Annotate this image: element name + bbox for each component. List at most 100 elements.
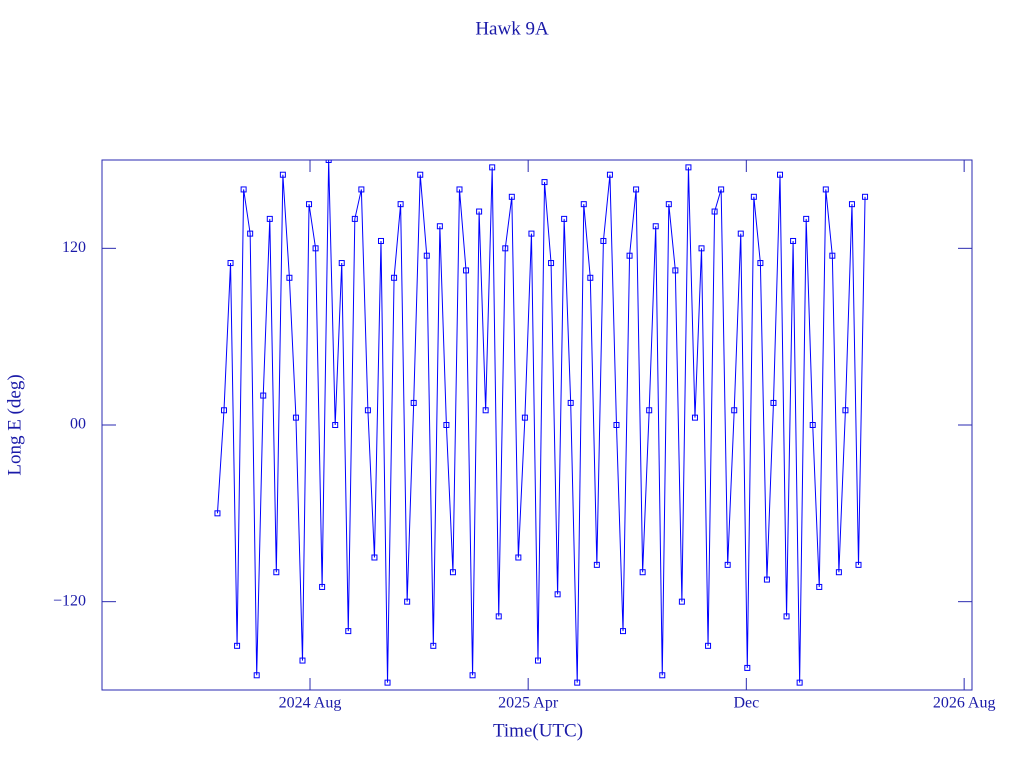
data-point: [777, 171, 784, 178]
data-point: [639, 569, 646, 576]
data-point: [469, 672, 476, 679]
data-point: [659, 672, 666, 679]
data-point: [489, 164, 496, 171]
data-point: [279, 171, 286, 178]
data-point: [672, 267, 679, 274]
data-point: [620, 628, 627, 635]
data-point: [227, 260, 234, 267]
data-point: [705, 642, 712, 649]
data-point: [476, 208, 483, 215]
data-point: [234, 642, 241, 649]
data-point: [345, 628, 352, 635]
data-point: [862, 193, 869, 200]
data-point: [835, 569, 842, 576]
data-point: [567, 399, 574, 406]
data-point: [829, 252, 836, 259]
data-point: [391, 274, 398, 281]
data-point: [495, 613, 502, 620]
data-point: [633, 186, 640, 193]
data-point: [371, 554, 378, 561]
data-point: [848, 201, 855, 208]
data-point: [266, 215, 273, 222]
x-tick-label: 2025 Apr: [498, 695, 559, 712]
data-point: [731, 407, 738, 414]
data-point: [665, 201, 672, 208]
data-point: [783, 613, 790, 620]
data-point: [260, 392, 267, 399]
data-point: [809, 422, 816, 428]
data-point: [436, 223, 443, 230]
data-point: [822, 186, 829, 193]
data-point: [430, 642, 437, 649]
data-point: [790, 237, 797, 244]
data-point: [744, 664, 751, 671]
x-tick-label: 2026 Aug: [933, 695, 996, 712]
y-axis-label: Long E (deg): [4, 374, 25, 475]
data-point: [456, 186, 463, 193]
data-point: [240, 186, 247, 193]
data-point: [325, 160, 332, 163]
data-point: [855, 561, 862, 568]
data-point: [463, 267, 470, 274]
data-point: [600, 237, 607, 244]
data-point: [593, 561, 600, 568]
data-point: [534, 657, 541, 664]
data-line: [216, 160, 866, 683]
x-tick-label: 2024 Aug: [279, 695, 342, 712]
data-point: [502, 245, 509, 252]
data-point: [842, 407, 849, 414]
x-tick-label: Dec: [733, 695, 759, 712]
data-point: [554, 591, 561, 598]
data-point: [273, 569, 280, 576]
data-point: [678, 598, 685, 605]
data-point: [541, 179, 548, 186]
data-point: [528, 230, 535, 237]
data-point: [306, 201, 313, 208]
data-point: [312, 245, 319, 252]
data-point: [580, 201, 587, 208]
data-point: [410, 399, 417, 406]
data-point: [299, 657, 306, 664]
chart-title: Hawk 9A: [475, 18, 549, 39]
data-point: [214, 510, 221, 517]
y-tick-label: −120: [53, 592, 86, 609]
data-point: [646, 407, 653, 414]
data-point: [711, 208, 718, 215]
data-point: [247, 230, 254, 237]
data-point: [384, 679, 391, 686]
data-point: [606, 171, 613, 178]
data-point: [397, 201, 404, 208]
data-point: [770, 399, 777, 406]
data-point: [548, 260, 555, 267]
y-tick-label: 120: [62, 239, 86, 256]
data-point: [816, 583, 823, 590]
data-point: [253, 672, 260, 679]
y-tick-label: 00: [70, 416, 86, 433]
data-point: [364, 407, 371, 414]
data-point: [737, 230, 744, 237]
data-point: [417, 171, 424, 178]
data-point: [332, 422, 339, 428]
data-point: [404, 598, 411, 605]
data-point: [338, 260, 345, 267]
data-point: [443, 422, 450, 428]
data-point: [587, 274, 594, 281]
data-point: [286, 274, 293, 281]
data-point: [574, 679, 581, 686]
plot-area: [214, 160, 869, 686]
data-point: [508, 193, 515, 200]
data-point: [626, 252, 633, 259]
data-point: [482, 407, 489, 414]
data-point: [796, 679, 803, 686]
data-point: [220, 407, 227, 414]
data-point: [691, 414, 698, 421]
data-point: [561, 215, 568, 222]
data-point: [449, 569, 456, 576]
data-point: [763, 576, 770, 583]
data-point: [377, 237, 384, 244]
data-point: [319, 583, 326, 590]
data-point: [757, 260, 764, 267]
data-point: [521, 414, 528, 421]
data-point: [351, 215, 358, 222]
